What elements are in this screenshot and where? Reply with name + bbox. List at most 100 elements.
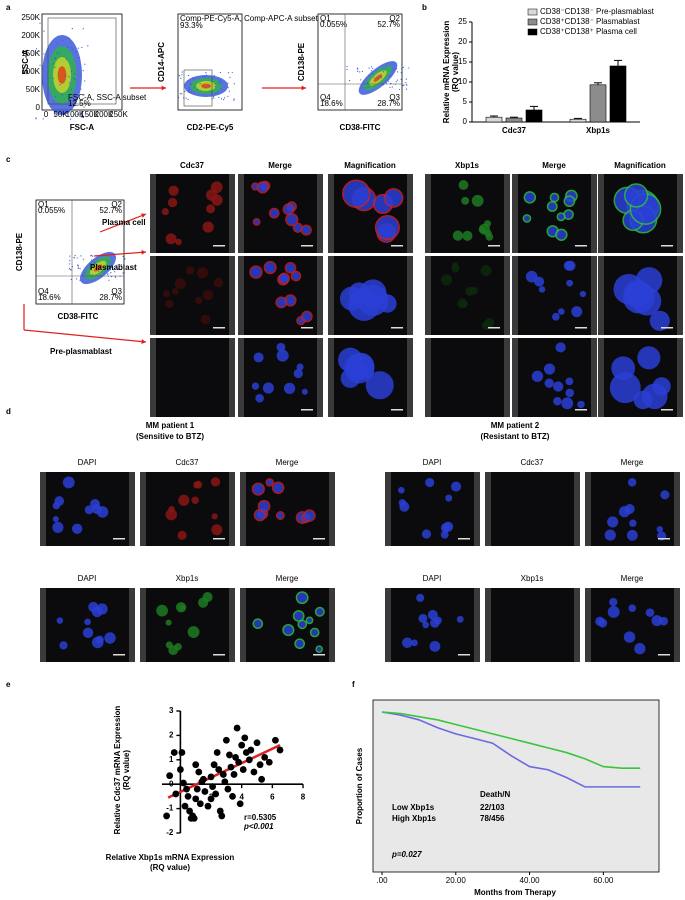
bar [505, 117, 523, 123]
event-dot [52, 63, 54, 65]
point [218, 812, 226, 820]
micrograph [425, 338, 510, 417]
cell [278, 272, 290, 285]
event-dot [43, 53, 45, 55]
cell [165, 641, 173, 649]
image-label: DAPI [78, 458, 97, 467]
cell [561, 397, 574, 410]
point [233, 724, 241, 732]
image-label: Xbp1s [521, 574, 544, 583]
cell [565, 377, 574, 386]
scale-bar [661, 327, 673, 329]
event-dot [64, 75, 66, 77]
event-dot [80, 255, 82, 257]
event-dot [373, 77, 375, 79]
event-dot [233, 98, 235, 100]
event-dot [405, 82, 407, 84]
event-dot [227, 95, 229, 97]
scale-bar [391, 327, 403, 329]
event-dot [361, 70, 364, 73]
event-dot [196, 88, 199, 91]
y-tick-label: 0 [169, 779, 174, 788]
event-dot [384, 80, 387, 82]
cell [271, 481, 285, 495]
cell [637, 346, 661, 370]
point [192, 761, 200, 769]
cell [255, 393, 264, 403]
micrograph-edge [229, 174, 235, 253]
cell [555, 342, 566, 353]
event-dot [188, 88, 191, 90]
event-dot [356, 70, 359, 72]
event-dot [219, 71, 221, 74]
cell [265, 478, 274, 487]
event-dot [114, 276, 117, 278]
image-label: Merge [276, 458, 299, 467]
cell [411, 639, 418, 647]
cell [607, 516, 619, 528]
event-dot [346, 68, 348, 70]
cell [622, 281, 655, 314]
event-dot [77, 47, 80, 49]
micrograph-edge [585, 472, 591, 546]
cell [398, 486, 405, 494]
event-dot [188, 87, 190, 89]
point [170, 749, 178, 756]
event-dot [35, 117, 37, 119]
x-tick-label: 40.00 [520, 876, 541, 885]
panel-letter: f [352, 680, 355, 689]
event-dot [108, 279, 110, 281]
cell [566, 279, 574, 287]
density [94, 264, 102, 272]
micrograph-edge [129, 588, 135, 662]
event-dot [372, 67, 374, 70]
cell [257, 499, 271, 513]
cell [418, 613, 428, 623]
cell [543, 363, 556, 375]
cell [557, 308, 565, 315]
point [256, 761, 264, 769]
cell [544, 378, 554, 388]
quadrant-name: Q3 [389, 93, 400, 102]
cell [440, 530, 449, 539]
scale-bar [458, 538, 470, 540]
event-dot [360, 87, 363, 89]
y-tick-label: 0 [36, 103, 41, 112]
point [207, 795, 215, 803]
scale-bar [661, 245, 673, 247]
event-dot [74, 255, 76, 257]
point [213, 749, 221, 756]
micrograph [150, 338, 235, 417]
point [229, 793, 236, 800]
column-header: Merge [542, 161, 566, 170]
cell [465, 286, 475, 296]
x-axis-label: CD38-FITC [340, 123, 381, 132]
event-dot [218, 83, 220, 85]
y-tick-label: 3 [169, 706, 174, 715]
point [250, 768, 258, 776]
cell [200, 314, 211, 325]
cell [471, 194, 484, 207]
cell [456, 615, 464, 623]
event-dot [400, 78, 402, 81]
event-dot [52, 77, 54, 79]
cell [262, 382, 274, 394]
y-tick-label: 25 [458, 17, 467, 26]
panel-letter: d [6, 407, 11, 416]
cell [522, 214, 532, 223]
cell [52, 521, 64, 533]
cell [52, 502, 60, 510]
cell [300, 310, 313, 323]
cell [634, 643, 646, 655]
point [236, 800, 244, 808]
annotation: p<0.001 [243, 822, 274, 831]
cell [52, 516, 59, 523]
event-dot [81, 115, 83, 117]
image-label: Cdc37 [175, 458, 199, 467]
event-dot [43, 30, 45, 32]
event-dot [68, 263, 71, 265]
y-tick-label: 10 [458, 77, 467, 86]
image-label: DAPI [423, 458, 442, 467]
micrograph-edge [512, 338, 518, 417]
event-dot [82, 116, 85, 119]
